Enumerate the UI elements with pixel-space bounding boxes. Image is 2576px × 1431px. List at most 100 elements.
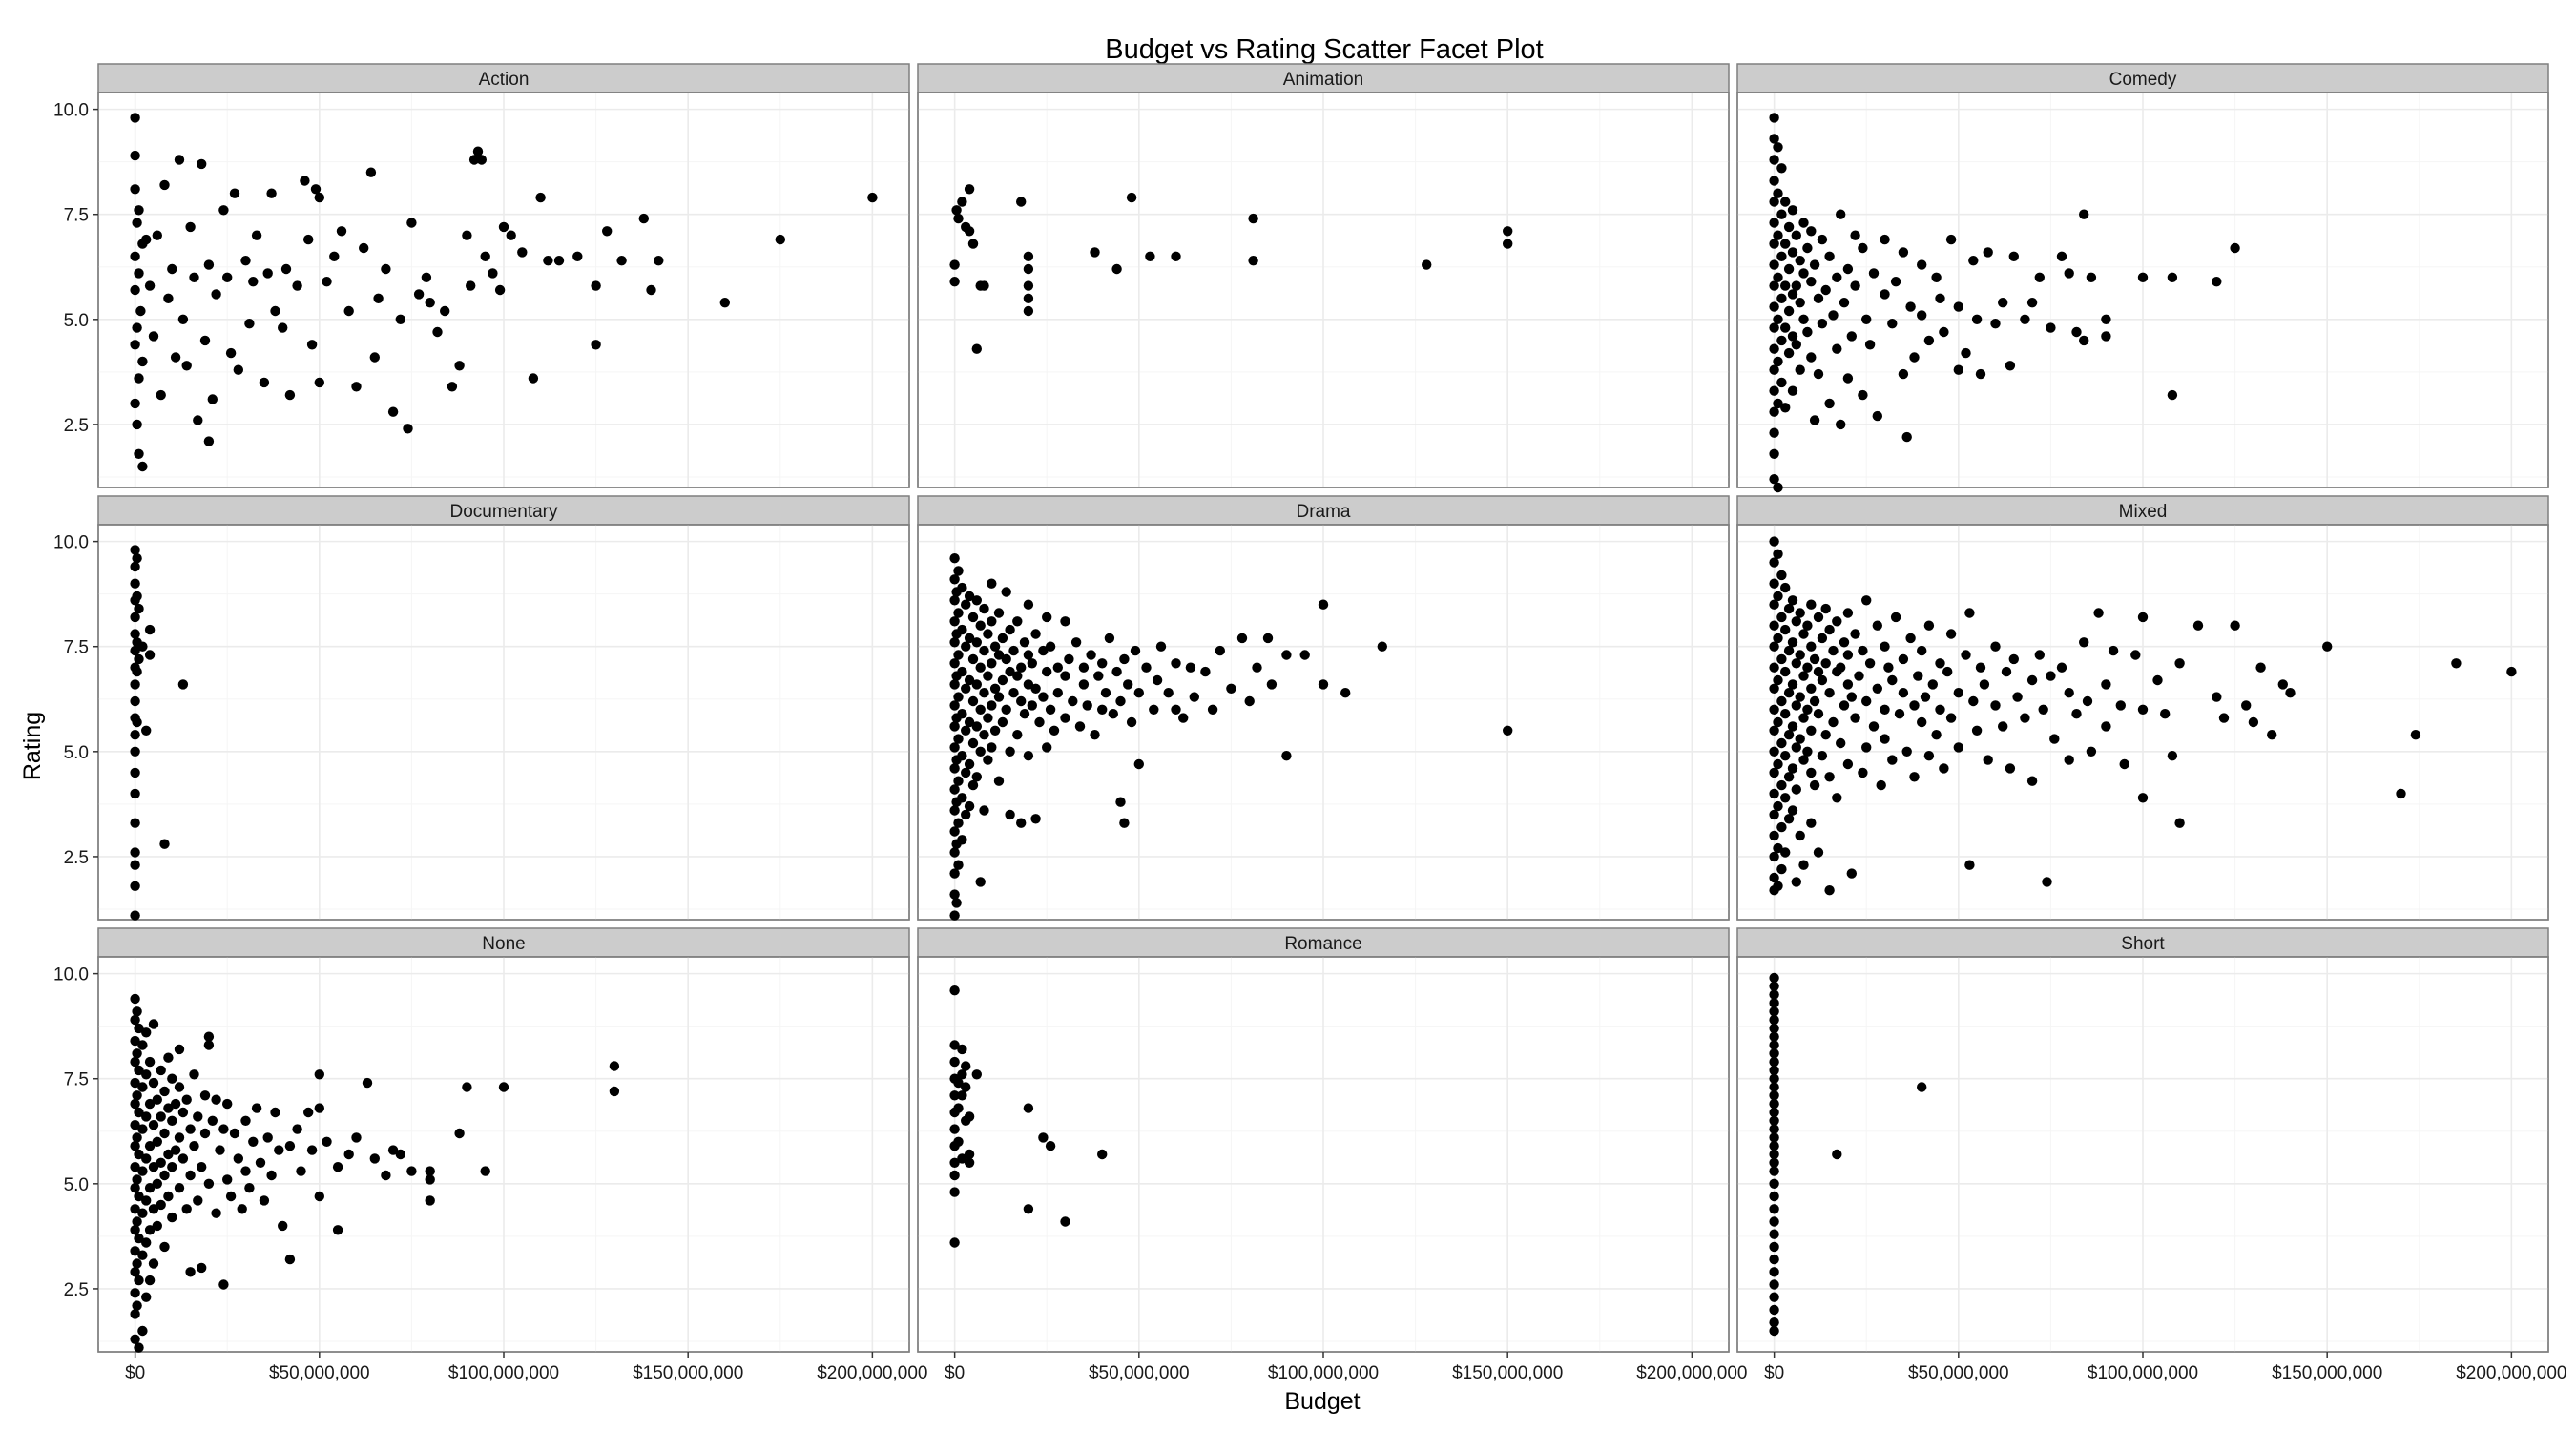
data-point [2167, 272, 2178, 282]
data-point [454, 361, 465, 371]
data-point [1806, 767, 1817, 778]
data-point [993, 650, 1005, 660]
data-point [174, 1183, 185, 1193]
data-point [218, 1124, 229, 1134]
x-tick-label: $150,000,000 [2272, 1363, 2382, 1383]
data-point [1769, 427, 1779, 438]
data-point [266, 188, 277, 198]
data-point [266, 1170, 277, 1181]
data-point [1898, 688, 1909, 698]
data-point [1791, 616, 1802, 627]
data-point [259, 377, 270, 388]
data-point [602, 226, 613, 237]
data-point [949, 805, 960, 816]
data-point [2026, 298, 2038, 308]
data-point [137, 1124, 148, 1134]
data-point [961, 809, 971, 820]
data-point [403, 424, 413, 434]
data-point [170, 1098, 181, 1110]
data-point [2064, 268, 2074, 279]
data-point [1769, 872, 1779, 883]
data-point [1868, 721, 1880, 732]
data-point [949, 637, 960, 648]
data-point [1019, 637, 1030, 648]
data-point [244, 319, 255, 329]
data-point [1016, 695, 1027, 707]
data-point [284, 1141, 296, 1151]
data-point [572, 251, 583, 261]
data-point [1060, 713, 1070, 723]
data-point [1769, 1304, 1779, 1316]
data-point [1836, 209, 1846, 219]
data-point [177, 1153, 189, 1164]
data-point [1769, 301, 1779, 312]
data-point [1769, 536, 1779, 547]
data-point [1773, 230, 1783, 240]
data-point [130, 645, 140, 656]
data-point [1795, 734, 1805, 744]
data-point [134, 603, 144, 614]
data-point [1769, 322, 1779, 333]
data-point [949, 742, 960, 753]
data-point [1769, 989, 1779, 1000]
data-point [163, 1052, 174, 1063]
y-tick-label: 2.5 [64, 848, 89, 868]
data-point [1769, 1157, 1779, 1169]
data-point [152, 1094, 162, 1105]
data-point [1809, 695, 1820, 707]
data-point [134, 653, 144, 665]
data-point [1917, 1082, 1927, 1092]
data-point [274, 1145, 284, 1155]
data-point [1780, 280, 1791, 291]
data-point [1864, 658, 1876, 669]
data-point [1001, 704, 1011, 715]
data-point [144, 280, 156, 291]
data-point [989, 641, 1001, 652]
data-point [964, 226, 975, 237]
data-point [1824, 251, 1835, 261]
data-point [222, 1174, 233, 1185]
data-point [369, 352, 380, 363]
data-point [177, 314, 189, 324]
data-point [1171, 704, 1181, 715]
data-point [971, 721, 982, 732]
data-point [1769, 1115, 1779, 1127]
data-point [949, 679, 960, 690]
data-point [1023, 679, 1034, 690]
data-point [553, 256, 565, 266]
data-point [130, 1204, 140, 1214]
data-point [167, 1115, 177, 1127]
data-point [152, 1220, 162, 1232]
data-point [130, 679, 140, 690]
data-point [447, 382, 458, 392]
data-point [1005, 809, 1015, 820]
data-point [949, 595, 960, 606]
data-point [1798, 268, 1809, 279]
data-point [472, 146, 484, 156]
data-point [141, 1237, 152, 1248]
data-point [1776, 779, 1787, 791]
data-point [953, 692, 964, 702]
data-point [134, 1065, 144, 1076]
data-point [953, 1136, 964, 1148]
data-point [233, 364, 243, 375]
data-point [2005, 361, 2016, 371]
data-point [1377, 641, 1388, 652]
data-point [1787, 763, 1798, 774]
data-point [1809, 653, 1820, 665]
data-point [498, 221, 509, 233]
data-point [1769, 599, 1779, 610]
data-point [1780, 322, 1791, 333]
data-point [1155, 641, 1167, 652]
data-point [130, 578, 140, 589]
data-point [979, 730, 989, 740]
data-point [148, 1077, 159, 1089]
data-point [270, 1107, 280, 1118]
data-point [1795, 692, 1805, 702]
data-point [2212, 277, 2222, 287]
data-point [193, 415, 203, 425]
data-point [1832, 616, 1842, 627]
data-point [979, 805, 989, 816]
data-point [1939, 763, 1949, 774]
data-point [1034, 716, 1045, 728]
